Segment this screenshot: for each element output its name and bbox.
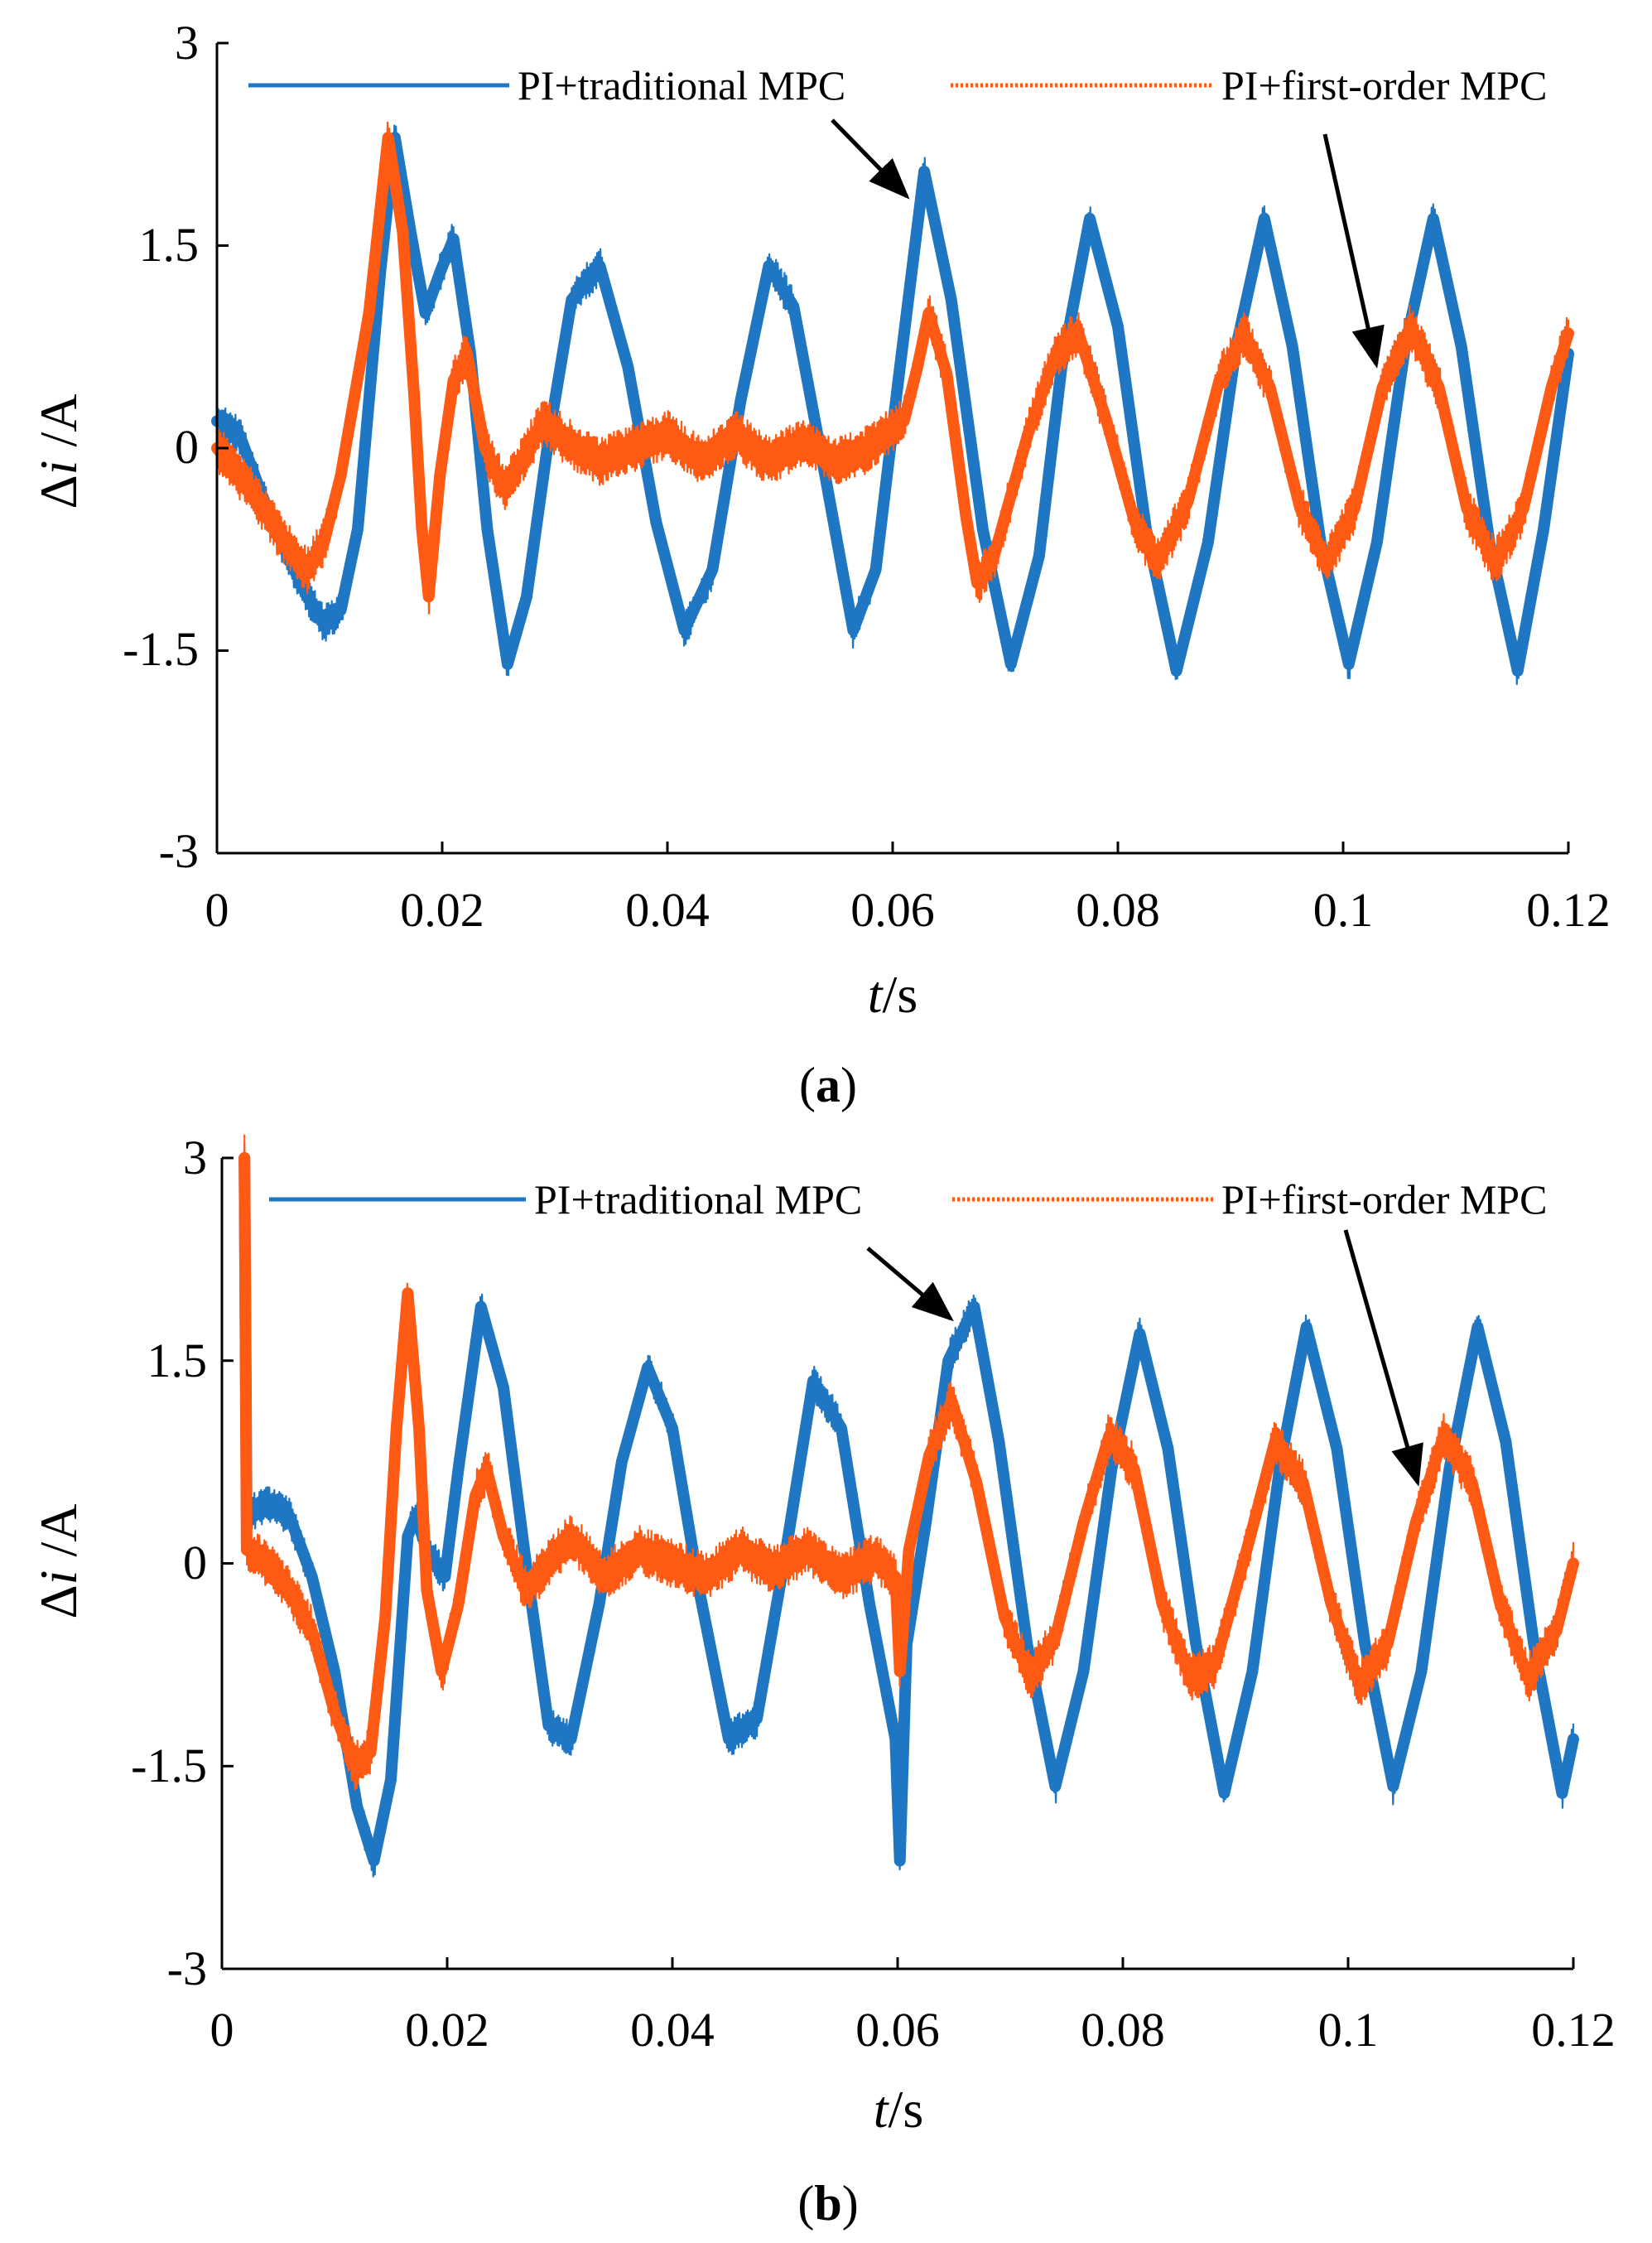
legend-b-first-order-label: PI+first-order MPC [1221,1176,1547,1223]
ytick-label-b-1.5: 1.5 [147,1334,208,1387]
xtick-label-b-0.08: 0.08 [1081,2003,1165,2057]
xtick-label-b-0.12: 0.12 [1531,2003,1616,2057]
ytick-label-a-neg1.5: -1.5 [123,622,199,676]
plot-area-a [211,121,1574,686]
xtick-label-a-0: 0 [205,883,229,937]
y-axis-label-b: Δi /A [29,1504,88,1619]
caption-b: (b) [797,2176,858,2231]
ytick-label-a-0: 0 [175,420,199,474]
legend-a-first-order-label: PI+first-order MPC [1221,62,1547,109]
annotation-arrow-b-traditional [866,1247,954,1322]
xtick-label-a-0.08: 0.08 [1076,883,1160,937]
panel-a: 3 1.5 0 -1.5 -3 0 0.02 0.04 0.06 0.08 0.… [29,16,1611,1112]
ytick-label-a-neg3: -3 [159,824,199,878]
xtick-label-b-0.02: 0.02 [405,2003,489,2057]
ytick-label-a-3: 3 [175,16,199,70]
x-axis-label-a: t/s [868,965,918,1024]
annotation-arrow-a-traditional [831,118,910,200]
ytick-label-a-1.5: 1.5 [139,218,200,272]
annotation-arrow-a-first-order [1322,133,1385,369]
xtick-label-b-0.04: 0.04 [630,2003,715,2057]
series-line-a-first_order [211,132,1574,603]
xtick-label-b-0: 0 [210,2003,234,2057]
plot-area-b [238,1134,1579,1878]
panel-b: 3 1.5 0 -1.5 -3 0 0.02 0.04 0.06 0.08 0.… [29,1131,1616,2231]
xtick-label-a-0.02: 0.02 [400,883,484,937]
legend-a: PI+traditional MPC PI+first-order MPC [248,62,1547,109]
ytick-label-b-neg3: -3 [167,1942,207,1995]
axes-a [215,41,1570,855]
series-band-b-traditional [243,1144,1575,1878]
annotation-arrow-b-first-order [1343,1229,1423,1487]
ytick-label-b-3: 3 [183,1131,207,1184]
caption-a: (a) [799,1058,857,1112]
xtick-label-b-0.1: 0.1 [1318,2003,1379,2057]
legend-a-traditional-label: PI+traditional MPC [518,62,845,109]
legend-b-traditional-label: PI+traditional MPC [534,1176,862,1223]
series-line-b-traditional [238,1152,1579,1867]
series-line-b-first_order [238,1152,1579,1773]
ytick-label-b-0: 0 [183,1536,207,1589]
y-axis-label-a: Δi /A [29,394,88,509]
xtick-label-a-0.12: 0.12 [1526,883,1611,937]
series-line-a-traditional [211,132,1574,677]
xtick-label-a-0.06: 0.06 [850,883,935,937]
axes-b [220,1156,1575,1970]
ytick-label-b-neg1.5: -1.5 [131,1739,207,1792]
xtick-label-a-0.04: 0.04 [625,883,710,937]
x-axis-label-b: t/s [874,2080,923,2139]
xtick-label-b-0.06: 0.06 [855,2003,940,2057]
xtick-label-a-0.1: 0.1 [1313,883,1374,937]
legend-b: PI+traditional MPC PI+first-order MPC [269,1176,1547,1223]
